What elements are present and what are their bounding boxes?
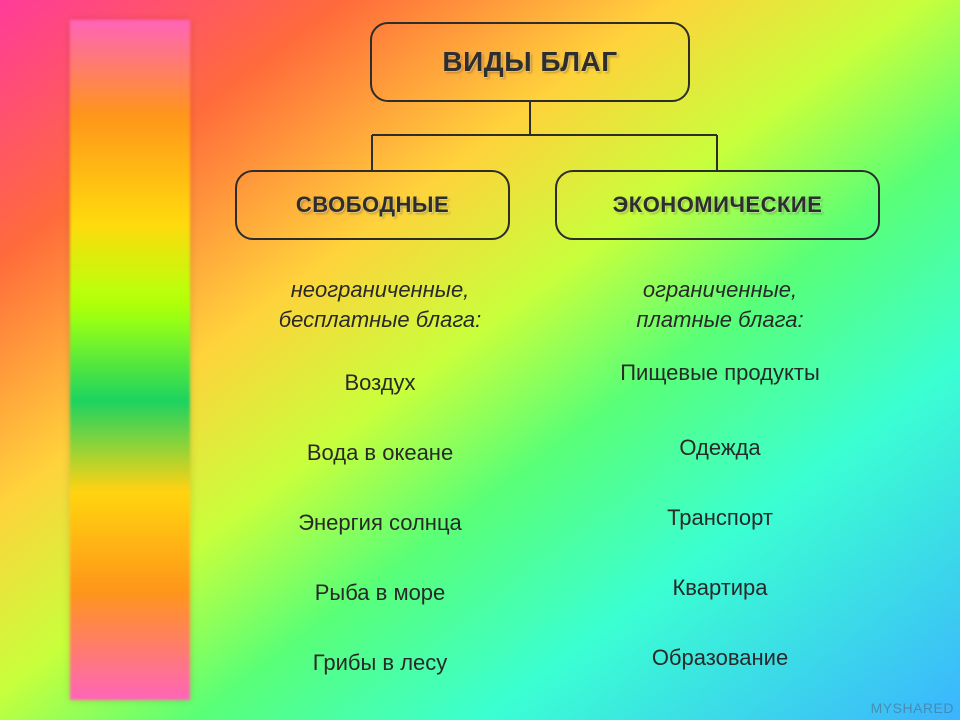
child-node-free: СВОБОДНЫЕ	[235, 170, 510, 240]
diagram-content: ВИДЫ БЛАГ СВОБОДНЫЕ ЭКОНОМИЧЕСКИЕ неогра…	[0, 0, 960, 720]
root-node-label: ВИДЫ БЛАГ	[442, 46, 617, 78]
list-item: Вода в океане	[255, 440, 505, 466]
subtitle-free: неограниченные,бесплатные блага:	[255, 275, 505, 334]
subtitle-economic: ограниченные,платные блага:	[585, 275, 855, 334]
list-item: Грибы в лесу	[255, 650, 505, 676]
root-node: ВИДЫ БЛАГ	[370, 22, 690, 102]
list-item: Воздух	[255, 370, 505, 396]
child-node-economic: ЭКОНОМИЧЕСКИЕ	[555, 170, 880, 240]
list-item: Квартира	[575, 575, 865, 601]
list-item: Энергия солнца	[255, 510, 505, 536]
list-item: Образование	[575, 645, 865, 671]
list-item: Пищевые продукты	[575, 360, 865, 386]
watermark: MYSHARED	[871, 700, 954, 716]
list-item: Транспорт	[575, 505, 865, 531]
stage: ВИДЫ БЛАГ СВОБОДНЫЕ ЭКОНОМИЧЕСКИЕ неогра…	[0, 0, 960, 720]
child-node-economic-label: ЭКОНОМИЧЕСКИЕ	[613, 192, 823, 218]
child-node-free-label: СВОБОДНЫЕ	[296, 192, 449, 218]
list-item: Рыба в море	[255, 580, 505, 606]
list-item: Одежда	[575, 435, 865, 461]
